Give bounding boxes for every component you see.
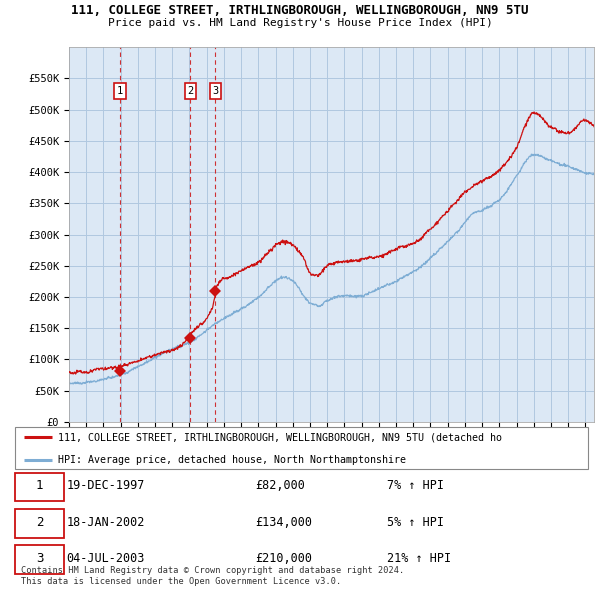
Text: 111, COLLEGE STREET, IRTHLINGBOROUGH, WELLINGBOROUGH, NN9 5TU: 111, COLLEGE STREET, IRTHLINGBOROUGH, WE…: [71, 4, 529, 17]
Text: 7% ↑ HPI: 7% ↑ HPI: [388, 479, 445, 492]
Text: Contains HM Land Registry data © Crown copyright and database right 2024.
This d: Contains HM Land Registry data © Crown c…: [21, 566, 404, 586]
Text: 3: 3: [36, 552, 43, 565]
FancyBboxPatch shape: [15, 509, 64, 538]
Text: 21% ↑ HPI: 21% ↑ HPI: [388, 552, 452, 565]
Text: 1: 1: [117, 86, 123, 96]
Text: £210,000: £210,000: [256, 552, 313, 565]
Text: 111, COLLEGE STREET, IRTHLINGBOROUGH, WELLINGBOROUGH, NN9 5TU (detached ho: 111, COLLEGE STREET, IRTHLINGBOROUGH, WE…: [58, 432, 502, 442]
Text: 2: 2: [187, 86, 193, 96]
FancyBboxPatch shape: [15, 473, 64, 502]
Text: 5% ↑ HPI: 5% ↑ HPI: [388, 516, 445, 529]
Text: Price paid vs. HM Land Registry's House Price Index (HPI): Price paid vs. HM Land Registry's House …: [107, 18, 493, 28]
Text: £82,000: £82,000: [256, 479, 305, 492]
Text: 04-JUL-2003: 04-JUL-2003: [67, 552, 145, 565]
Text: 19-DEC-1997: 19-DEC-1997: [67, 479, 145, 492]
Text: 3: 3: [212, 86, 218, 96]
Text: 1: 1: [36, 479, 43, 492]
FancyBboxPatch shape: [15, 545, 64, 574]
Text: 18-JAN-2002: 18-JAN-2002: [67, 516, 145, 529]
Text: HPI: Average price, detached house, North Northamptonshire: HPI: Average price, detached house, Nort…: [58, 455, 406, 465]
Text: £134,000: £134,000: [256, 516, 313, 529]
Text: 2: 2: [36, 516, 43, 529]
